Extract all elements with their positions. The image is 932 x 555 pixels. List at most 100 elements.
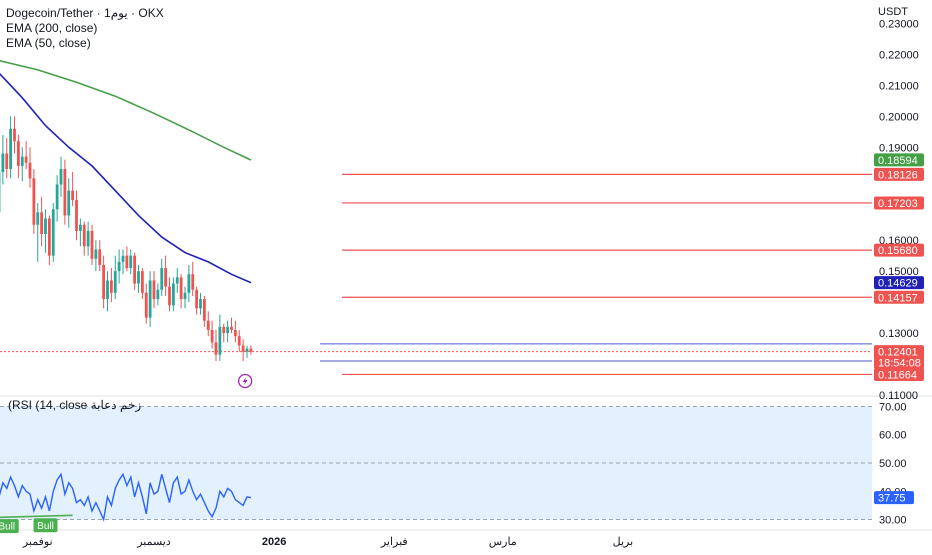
candle-body bbox=[106, 280, 109, 299]
candle-body bbox=[1, 154, 4, 173]
candle-body bbox=[184, 293, 187, 299]
candle-body bbox=[137, 271, 140, 283]
price-axis-tick: 0.13000 bbox=[879, 328, 919, 340]
candle-body bbox=[114, 271, 117, 293]
candle-body bbox=[242, 345, 245, 351]
bull-label-text: Bull bbox=[0, 522, 15, 533]
legend-symbol[interactable]: Dogecoin/Tether · 1يوم · OKX bbox=[6, 6, 164, 21]
last-price-tag-countdown: 18:54:08 bbox=[878, 358, 921, 370]
price-axis-tick: 0.20000 bbox=[879, 111, 919, 123]
candle-body bbox=[215, 342, 218, 354]
candle-body bbox=[238, 336, 241, 345]
ema50-price-tag: 0.14629 bbox=[878, 278, 918, 290]
candle-body bbox=[156, 290, 159, 299]
time-axis-tick: فبراير bbox=[380, 536, 408, 548]
candle-body bbox=[122, 256, 125, 262]
candle-body bbox=[36, 212, 39, 224]
level-price-tag: 0.18126 bbox=[878, 169, 918, 181]
level-price-tag: 0.14157 bbox=[878, 292, 918, 304]
candle-body bbox=[98, 249, 101, 264]
candle-body bbox=[203, 299, 206, 321]
candle-body bbox=[125, 256, 128, 268]
candle-body bbox=[145, 293, 148, 318]
candle-body bbox=[153, 280, 156, 299]
candle-body bbox=[9, 129, 12, 169]
candle-body bbox=[110, 280, 113, 292]
legend-ema200[interactable]: EMA (200, close) bbox=[6, 21, 164, 36]
price-axis-tick: 0.21000 bbox=[879, 80, 919, 92]
candle-body bbox=[83, 225, 86, 247]
candle-body bbox=[102, 265, 105, 299]
candle-body bbox=[129, 256, 132, 268]
time-axis-tick: مارس bbox=[489, 536, 517, 548]
candle-body bbox=[94, 249, 97, 258]
candle-body bbox=[234, 330, 237, 336]
candle-body bbox=[32, 178, 35, 224]
candle-body bbox=[56, 184, 59, 209]
candle-body bbox=[168, 287, 171, 306]
candle-body bbox=[13, 129, 16, 141]
candle-body bbox=[211, 330, 214, 342]
candle-body bbox=[230, 327, 233, 330]
price-axis-tick: 0.22000 bbox=[879, 49, 919, 61]
candle-body bbox=[222, 327, 225, 333]
price-axis-tick: 0.23000 bbox=[879, 18, 919, 30]
candle-body bbox=[87, 231, 90, 246]
candle-body bbox=[207, 321, 210, 330]
price-axis-tick: 0.11000 bbox=[879, 390, 918, 402]
level-price-tag: 0.15680 bbox=[878, 245, 918, 257]
candle-body bbox=[67, 191, 70, 216]
candle-body bbox=[40, 212, 43, 234]
candle-body bbox=[218, 327, 221, 355]
candle-body bbox=[29, 163, 32, 178]
candle-body bbox=[91, 231, 94, 259]
level-price-tag: 0.11664 bbox=[878, 369, 917, 381]
rsi-title[interactable]: (RSI (14, close زخم دعابة bbox=[8, 398, 141, 412]
candle-body bbox=[199, 299, 202, 308]
rsi-value-tag: 37.75 bbox=[878, 493, 906, 505]
candle-body bbox=[180, 277, 183, 299]
candle-body bbox=[17, 141, 20, 166]
bull-label-text: Bull bbox=[37, 521, 54, 532]
currency-label[interactable]: USDT bbox=[878, 6, 908, 18]
candle-body bbox=[133, 256, 136, 284]
candle-body bbox=[149, 280, 152, 317]
ema200-price-tag: 0.18594 bbox=[878, 155, 918, 167]
rsi-axis-tick: 70.00 bbox=[879, 401, 907, 413]
candle-body bbox=[75, 200, 78, 231]
candle-body bbox=[195, 290, 198, 309]
rsi-axis-tick: 60.00 bbox=[879, 430, 907, 442]
time-axis-tick: 2026 bbox=[262, 536, 286, 548]
price-axis-tick: 0.19000 bbox=[879, 142, 919, 154]
chart-legend: Dogecoin/Tether · 1يوم · OKX EMA (200, c… bbox=[6, 6, 164, 51]
time-axis-tick: بريل bbox=[613, 536, 634, 548]
candle-body bbox=[71, 191, 74, 200]
legend-ema50[interactable]: EMA (50, close) bbox=[6, 36, 164, 51]
candle-body bbox=[191, 274, 194, 289]
time-axis-tick: نوفمبر bbox=[22, 536, 53, 548]
ema200-line bbox=[0, 50, 251, 160]
candle-body bbox=[187, 274, 190, 293]
candle-body bbox=[160, 268, 163, 290]
time-axis-tick: ديسمبر bbox=[136, 536, 171, 548]
candle-body bbox=[164, 268, 167, 287]
candle-body bbox=[63, 169, 66, 215]
level-price-tag: 0.17203 bbox=[878, 198, 918, 210]
candle-body bbox=[176, 277, 179, 283]
candle-body bbox=[52, 209, 55, 255]
rsi-axis-tick: 50.00 bbox=[879, 458, 907, 470]
candle-body bbox=[21, 157, 24, 166]
candle-body bbox=[118, 262, 121, 271]
candle-body bbox=[172, 284, 175, 306]
candle-body bbox=[5, 154, 8, 169]
candle-body bbox=[60, 169, 63, 184]
candle-body bbox=[25, 157, 28, 163]
candle-body bbox=[48, 219, 51, 256]
candle-body bbox=[44, 219, 47, 234]
candle-body bbox=[226, 327, 229, 333]
rsi-axis-tick: 30.00 bbox=[879, 515, 907, 527]
candle-body bbox=[141, 271, 144, 293]
candle-body bbox=[246, 349, 249, 352]
